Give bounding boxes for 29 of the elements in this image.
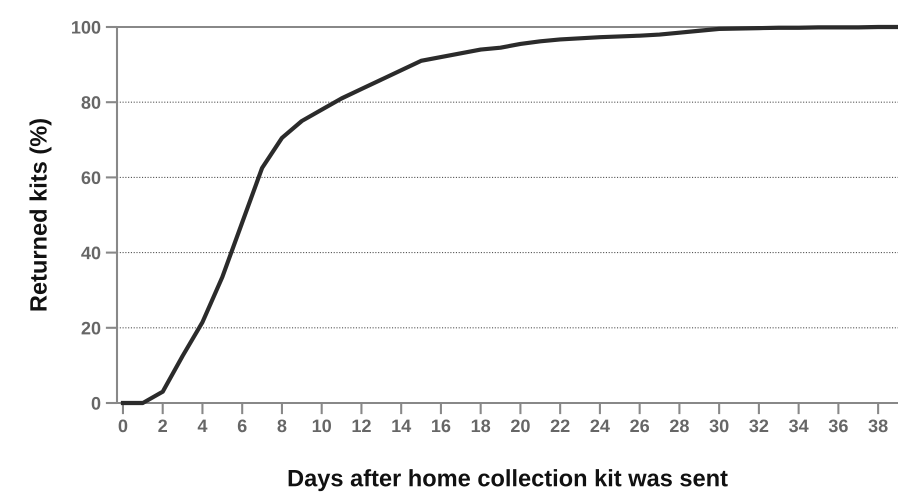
x-tick-label: 38 xyxy=(868,419,888,432)
x-tick-label: 36 xyxy=(828,419,848,432)
y-tick-label: 80 xyxy=(82,96,100,109)
y-tick-label: 0 xyxy=(92,396,100,410)
x-axis-title: Days after home collection kit was sent xyxy=(288,469,728,492)
x-tick-label: 22 xyxy=(550,419,570,432)
x-tick-label: 30 xyxy=(710,419,728,432)
y-tick-label: 100 xyxy=(72,20,100,34)
x-tick-label: 20 xyxy=(511,419,530,432)
x-tick-label: 8 xyxy=(277,419,286,432)
x-tick-label: 10 xyxy=(312,419,331,432)
x-tick-label: 34 xyxy=(789,419,809,432)
x-tick-label: 0 xyxy=(118,419,128,432)
x-tick-label: 26 xyxy=(630,419,650,432)
x-tick-label: 18 xyxy=(472,419,490,432)
x-tick-label: 12 xyxy=(352,419,371,432)
x-tick-label: 2 xyxy=(158,419,168,432)
x-tick-label: 16 xyxy=(432,419,450,432)
x-tick-label: 6 xyxy=(238,419,247,432)
y-tick-label: 20 xyxy=(82,322,100,335)
x-tick-label: 14 xyxy=(392,420,412,432)
x-tick-label: 32 xyxy=(749,419,768,432)
x-tick-label: 4 xyxy=(198,420,208,432)
y-tick-label: 40 xyxy=(81,246,100,260)
line-series xyxy=(120,24,898,406)
y-axis-title: Returned kits (%) xyxy=(29,119,52,310)
y-tick-label: 60 xyxy=(82,171,100,184)
x-tick-label: 28 xyxy=(670,419,689,432)
x-tick-label: 24 xyxy=(590,419,610,432)
